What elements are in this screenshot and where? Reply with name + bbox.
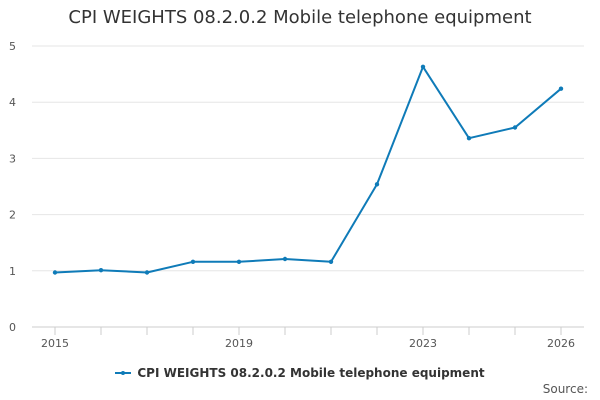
data-point[interactable] [466, 136, 472, 141]
data-point[interactable] [512, 125, 518, 130]
legend-item[interactable]: CPI WEIGHTS 08.2.0.2 Mobile telephone eq… [115, 364, 485, 382]
data-point[interactable] [190, 259, 196, 264]
data-point[interactable] [98, 268, 104, 273]
x-tick-label: 2015 [41, 337, 69, 350]
source-label: Source: [542, 382, 588, 396]
series-line[interactable] [54, 65, 562, 274]
legend[interactable]: CPI WEIGHTS 08.2.0.2 Mobile telephone eq… [0, 364, 600, 383]
chart-title: CPI WEIGHTS 08.2.0.2 Mobile telephone eq… [68, 7, 532, 28]
y-tick-label: 2 [9, 209, 16, 222]
x-tick-label: 2023 [409, 337, 437, 350]
y-tick-label: 4 [9, 96, 16, 109]
legend-label: CPI WEIGHTS 08.2.0.2 Mobile telephone eq… [137, 366, 485, 380]
data-point[interactable] [282, 256, 288, 262]
legend-line-icon [115, 368, 132, 378]
y-tick-label: 1 [9, 265, 16, 278]
data-point[interactable] [236, 259, 242, 264]
data-point[interactable] [374, 182, 380, 187]
data-point[interactable] [420, 64, 426, 70]
data-point[interactable] [52, 270, 58, 275]
x-tick-label: 2026 [547, 337, 575, 350]
y-tick-label: 0 [9, 321, 16, 334]
data-point[interactable] [328, 259, 334, 264]
x-tick-label: 2019 [225, 337, 253, 350]
y-tick-label: 5 [9, 40, 16, 53]
data-point[interactable] [558, 86, 564, 91]
data-point[interactable] [144, 270, 150, 275]
y-tick-label: 3 [9, 152, 16, 165]
